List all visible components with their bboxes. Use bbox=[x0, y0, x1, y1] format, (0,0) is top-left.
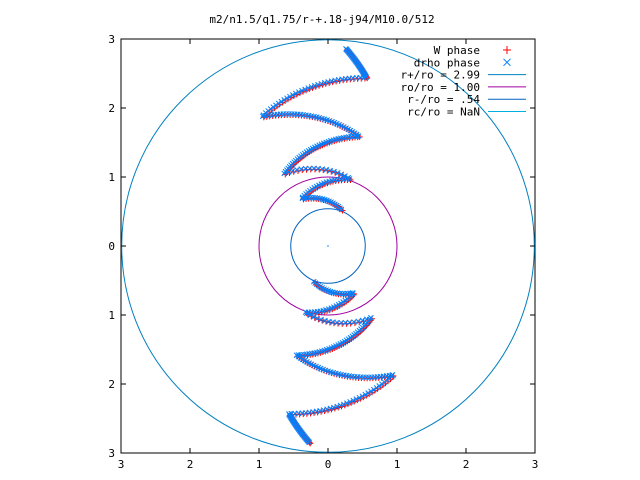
drho-phase-point bbox=[353, 133, 360, 140]
drho-phase-point bbox=[289, 92, 296, 98]
y-tick-label-2: 1 bbox=[108, 171, 115, 184]
drho-phase-point bbox=[343, 45, 349, 52]
drho-phase-point bbox=[295, 352, 302, 358]
drho-phase-point bbox=[356, 394, 363, 401]
x-tick-label-4: 1 bbox=[394, 458, 401, 471]
drho-phase-point bbox=[362, 391, 369, 398]
legend-label: rc/ro = NaN bbox=[407, 106, 480, 119]
drho-phase-point bbox=[311, 82, 318, 89]
drho-phase-point bbox=[370, 386, 377, 393]
legend-entry-2: r+/ro = 2.99 bbox=[401, 69, 526, 82]
x-tick-label-0: 3 bbox=[118, 458, 125, 471]
drho-phase-point bbox=[321, 79, 328, 86]
drho-phase-point bbox=[296, 89, 302, 95]
drho-phase-point bbox=[350, 397, 357, 404]
y-tick-label-5: 2 bbox=[108, 378, 115, 391]
legend-entry-1: drho phase bbox=[414, 56, 511, 69]
drho-phase-point bbox=[318, 80, 325, 87]
x-tick-label-2: 1 bbox=[256, 458, 263, 471]
drho-phase-point bbox=[342, 173, 348, 179]
drho-phase-point bbox=[309, 194, 316, 201]
center-dot bbox=[327, 245, 329, 247]
drho-phase-point bbox=[308, 84, 315, 90]
y-tick-label-3: 0 bbox=[108, 240, 115, 253]
drho-phase-point bbox=[305, 85, 312, 91]
drho-phase-point bbox=[353, 396, 360, 403]
drho-phase-point bbox=[284, 95, 290, 102]
drho-phase-point bbox=[281, 97, 288, 103]
phase-points bbox=[259, 45, 397, 447]
drho-phase-point bbox=[314, 315, 321, 322]
y-tick-label-0: 3 bbox=[108, 33, 115, 46]
drho-phase-point bbox=[310, 314, 317, 320]
drho-phase-point bbox=[339, 290, 346, 297]
drho-phase-point bbox=[376, 383, 383, 389]
drho-phase-point bbox=[347, 399, 353, 405]
drho-phase-point bbox=[334, 170, 341, 176]
chart-title: m2/n1.5/q1.75/r-+.18-j94/M10.0/512 bbox=[209, 13, 434, 26]
drho-phase-point bbox=[304, 310, 310, 317]
drho-phase-point bbox=[311, 165, 317, 172]
drho-phase-point bbox=[344, 400, 350, 406]
drho-phase-point bbox=[299, 195, 306, 202]
drho-phase-point bbox=[340, 401, 347, 408]
legend-label: drho phase bbox=[414, 56, 480, 69]
drho-phase-point bbox=[292, 90, 299, 97]
legend-entry-3: ro/ro = 1.00 bbox=[401, 81, 526, 94]
drho-phase-point bbox=[338, 171, 345, 178]
drho-phase-point bbox=[365, 390, 372, 396]
circle-2 bbox=[290, 208, 366, 284]
drho-phase-point bbox=[373, 384, 380, 391]
drho-phase-point bbox=[359, 317, 366, 324]
drho-phase-point bbox=[334, 403, 341, 410]
drho-phase-point bbox=[275, 100, 282, 107]
x-tick-label-3: 0 bbox=[325, 458, 332, 471]
drho-phase-point bbox=[349, 289, 356, 296]
drho-phase-point bbox=[307, 312, 314, 319]
y-tick-label-4: 1 bbox=[108, 309, 115, 322]
legend-label: r+/ro = 2.99 bbox=[401, 69, 480, 82]
drho-phase-point bbox=[287, 93, 293, 100]
legend-entry-0: W phase bbox=[434, 44, 511, 57]
legend-label: r-/ro = .54 bbox=[407, 93, 480, 106]
drho-phase-point bbox=[299, 87, 305, 94]
drho-phase-point bbox=[294, 166, 300, 173]
drho-phase-point bbox=[330, 404, 337, 411]
drho-phase-point bbox=[315, 81, 321, 88]
legend-entry-4: r-/ro = .54 bbox=[407, 93, 526, 106]
y-tick-label-1: 2 bbox=[108, 102, 115, 115]
legend-label: ro/ro = 1.00 bbox=[401, 81, 480, 94]
y-tick-label-6: 3 bbox=[108, 447, 115, 460]
legend-entry-5: rc/ro = NaN bbox=[407, 106, 526, 119]
drho-phase-point bbox=[379, 381, 385, 387]
x-tick-label-1: 2 bbox=[187, 458, 194, 471]
drho-phase-point bbox=[368, 388, 374, 395]
x-tick-label-5: 2 bbox=[463, 458, 470, 471]
drho-phase-point bbox=[270, 104, 277, 110]
drho-phase-point bbox=[306, 439, 313, 446]
drho-phase-point bbox=[345, 174, 352, 181]
legend-label: W phase bbox=[434, 44, 480, 57]
drho-phase-point bbox=[359, 393, 366, 400]
drho-phase-point bbox=[289, 167, 296, 174]
drho-phase-point bbox=[278, 98, 285, 105]
drho-phase-point bbox=[337, 402, 344, 409]
drho-phase-point bbox=[355, 318, 362, 325]
drho-phase-point bbox=[302, 86, 308, 93]
drho-phase-point bbox=[327, 405, 334, 412]
x-tick-label-6: 3 bbox=[532, 458, 539, 471]
circle-1 bbox=[258, 176, 398, 316]
drho-phase-point bbox=[273, 102, 279, 109]
drho-phase-point bbox=[338, 319, 345, 326]
